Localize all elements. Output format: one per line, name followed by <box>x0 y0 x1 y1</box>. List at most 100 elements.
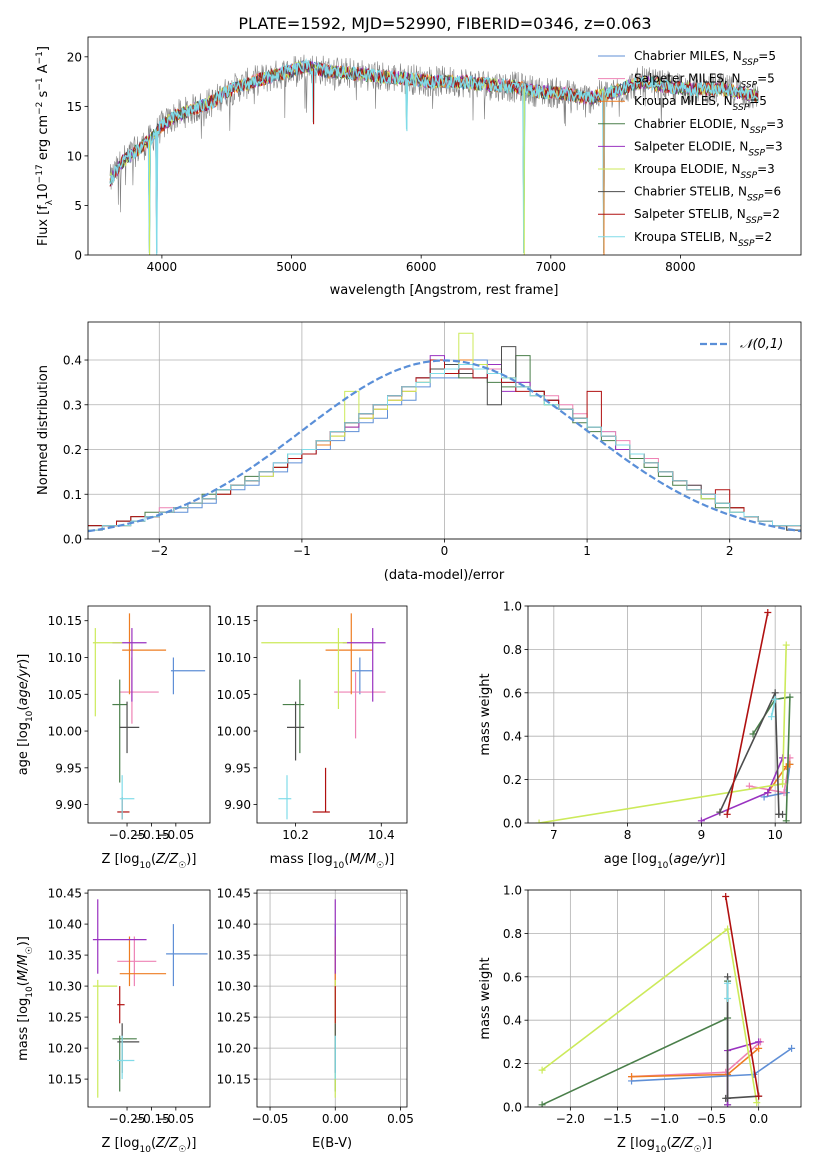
weight_vs_Z-xtick-label: −1.5 <box>603 1112 632 1126</box>
residuals-ytick-label: 0.3 <box>63 398 82 412</box>
weight_vs_Z-marker-kroupa_elodie <box>724 925 732 933</box>
spectrum-frame <box>87 36 802 256</box>
age_vs_Z-ytick-label: 9.90 <box>55 798 82 812</box>
weight_vs_age-xtick-label: 7 <box>550 828 558 842</box>
age_vs_mass-ytick-label: 10.00 <box>217 725 251 739</box>
weight_vs_age-xtick-label: 8 <box>624 828 632 842</box>
mass_vs_ebv-xlabel: E(B-V) <box>312 1136 352 1151</box>
age_vs_mass-xtick-label: 10.2 <box>282 828 309 842</box>
mass_vs_ebv-ytick-label: 10.15 <box>217 1073 251 1087</box>
age_vs_mass-ytick-label: 10.10 <box>217 651 251 665</box>
weight_vs_Z-marker-chabrier_miles <box>788 1044 796 1052</box>
weight_vs_age-ytick-label: 0.0 <box>503 817 522 831</box>
weight_vs_age-marker-chabrier_stelib <box>716 808 724 816</box>
mass_vs_ebv-xtick-label: 0.00 <box>322 1112 349 1126</box>
age_vs_mass-plot-area <box>261 613 386 820</box>
residuals-ylabel: Normed distribution <box>36 365 51 495</box>
weight_vs_age-line-salpeter_stelib <box>726 612 769 815</box>
weight_vs_age-marker-kroupa_stelib <box>771 695 779 703</box>
weight_vs_age-ylabel: mass weight <box>478 673 493 755</box>
weight_vs_Z-xtick-label: −1.0 <box>650 1112 679 1126</box>
figure-title: PLATE=1592, MJD=52990, FIBERID=0346, z=0… <box>238 14 651 33</box>
weight_vs_Z-marker-salpeter_elodie <box>724 1101 732 1107</box>
weight_vs_age-marker-salpeter_elodie <box>697 817 705 823</box>
residuals-plot-area <box>88 332 801 533</box>
weight_vs_age-marker-salpeter_elodie <box>764 789 772 797</box>
mass_vs_ebv-ytick-label: 10.45 <box>217 887 251 901</box>
mass_vs_Z-xtick-label: −0.15 <box>133 1112 170 1126</box>
weight_vs_age-xtick-label: 10 <box>768 828 783 842</box>
mass_vs_ebv-panel: −0.05 0.00 0.05 10.15 10.20 10.25 10.30 10.35 10… <box>217 887 414 1151</box>
mass_vs_ebv-frame <box>256 889 408 1108</box>
age_vs_mass-ytick-label: 9.95 <box>224 761 251 775</box>
spectrum-xtick-label: 8000 <box>665 260 696 274</box>
residuals-xtick-label: 0 <box>441 544 449 558</box>
age_vs_Z-panel: −0.25−0.15−0.05 9.90 9.95 10.00 10.05 10.10 10… <box>16 605 211 871</box>
residuals-frame <box>87 321 802 540</box>
spectrum-xtick-label: 5000 <box>276 260 307 274</box>
age_vs_mass-xlabel: mass [log10(M/M☉)] <box>270 852 395 871</box>
spectrum-xtick-label: 7000 <box>536 260 567 274</box>
mass_vs_ebv-ytick-label: 10.35 <box>217 949 251 963</box>
weight_vs_age-marker-salpeter_stelib <box>723 810 731 818</box>
residuals-panel: −2 −1 0 1 2 0.0 0.1 0.2 0.3 0.4 𝒩(0,1) (data-model)… <box>36 321 802 583</box>
spectrum-xlabel: wavelength [Angstrom, rest frame] <box>330 283 559 298</box>
residuals-ytick-label: 0.1 <box>63 488 82 502</box>
residuals-ytick-label: 0.0 <box>63 533 82 547</box>
weight_vs_Z-marker-salpeter_stelib <box>755 1092 763 1100</box>
mass_vs_Z-panel: −0.25−0.15−0.05 10.15 10.20 10.25 10.30 10.35… <box>16 887 211 1155</box>
spectrum-legend-label-kroupa_miles: Kroupa MILES, NSSP=5 <box>634 94 767 113</box>
age_vs_Z-xtick-label: −0.15 <box>133 828 170 842</box>
mass_vs_Z-ytick-label: 10.40 <box>48 918 82 932</box>
weight_vs_age-marker-kroupa_elodie <box>782 641 790 649</box>
mass_vs_Z-ytick-label: 10.25 <box>48 1011 82 1025</box>
age_vs_Z-ytick-label: 10.05 <box>48 688 82 702</box>
spectrum-plot-area <box>109 54 759 255</box>
spectrum-xtick-label: 4000 <box>147 260 178 274</box>
weight_vs_Z-marker-kroupa_stelib <box>724 995 732 1002</box>
age_vs_Z-ytick-label: 9.95 <box>55 761 82 775</box>
residuals-hist-kroupa_stelib <box>88 364 801 531</box>
weight_vs_age-marker-chabrier_stelib <box>775 810 783 818</box>
weight_vs_Z-xtick-label: 0.0 <box>749 1112 768 1126</box>
weight_vs_Z-ytick-label: 0.6 <box>503 970 522 984</box>
spectrum-ytick-label: 5 <box>74 199 82 213</box>
weight_vs_age-ytick-label: 0.6 <box>503 686 522 700</box>
age_vs_mass-ytick-label: 10.05 <box>217 688 251 702</box>
spectrum-legend-label-kroupa_stelib: Kroupa STELIB, NSSP=2 <box>634 230 772 249</box>
mass_vs_Z-xlabel: Z [log10(Z/Z☉)] <box>102 1136 197 1155</box>
spectrum-legend-label-salpeter_elodie: Salpeter ELODIE, NSSP=3 <box>634 139 783 158</box>
mass_vs_ebv-ytick-label: 10.20 <box>217 1042 251 1056</box>
age_vs_Z-xtick-label: −0.25 <box>109 828 146 842</box>
mass_vs_ebv-xtick-label: 0.05 <box>387 1112 414 1126</box>
spectrum-legend-label-chabrier_elodie: Chabrier ELODIE, NSSP=3 <box>634 117 784 136</box>
age_vs_Z-ylabel: age [log10(age/yr)] <box>16 654 35 776</box>
spectrum-legend-label-salpeter_miles: Salpeter MILES, NSSP=5 <box>634 72 775 91</box>
mass_vs_Z-frame <box>87 889 211 1108</box>
age_vs_Z-ytick-label: 10.15 <box>48 614 82 628</box>
weight_vs_age-marker-chabrier_elodie <box>786 693 794 701</box>
mass_vs_ebv-xtick-label: −0.05 <box>252 1112 289 1126</box>
weight_vs_Z-ylabel: mass weight <box>478 957 493 1039</box>
weight_vs_age-marker-kroupa_stelib <box>767 713 775 721</box>
residuals-ytick-label: 0.4 <box>63 354 82 368</box>
weight_vs_age-ytick-label: 0.4 <box>503 730 522 744</box>
spectrum-ylabel: Flux [fλ10−17 erg cm−2 s−1 A−1] <box>35 46 55 246</box>
residuals-xtick-label: −1 <box>293 544 311 558</box>
weight_vs_Z-marker-chabrier_stelib <box>722 1094 730 1102</box>
mass_vs_Z-ytick-label: 10.45 <box>48 887 82 901</box>
weight_vs_age-marker-chabrier_elodie <box>782 817 790 823</box>
weight_vs_Z-ytick-label: 0.4 <box>503 1014 522 1028</box>
weight_vs_age-panel: 7 8 9 10 0.0 0.2 0.4 0.6 0.8 1.0 age [log10(age/yr… <box>478 600 802 871</box>
mass_vs_Z-plot-area <box>92 899 208 1098</box>
residuals-legend-label: 𝒩(0,1) <box>740 337 783 352</box>
spectrum-ytick-label: 10 <box>67 149 82 163</box>
weight_vs_Z-xlabel: Z [log10(Z/Z☉)] <box>617 1136 712 1155</box>
age_vs_mass-panel: 10.2 10.4 9.90 9.95 10.00 10.05 10.10 10.15 mass… <box>217 605 408 871</box>
spectrum-ytick-label: 15 <box>67 100 82 114</box>
residuals-xtick-label: −2 <box>150 544 168 558</box>
mass_vs_Z-ytick-label: 10.15 <box>48 1073 82 1087</box>
weight_vs_Z-panel: −2.0 −1.5 −1.0 −0.5 0.0 0.0 0.2 0.4 0.6 0.8 1.0 Z [… <box>478 884 802 1155</box>
age_vs_Z-ytick-label: 10.00 <box>48 725 82 739</box>
